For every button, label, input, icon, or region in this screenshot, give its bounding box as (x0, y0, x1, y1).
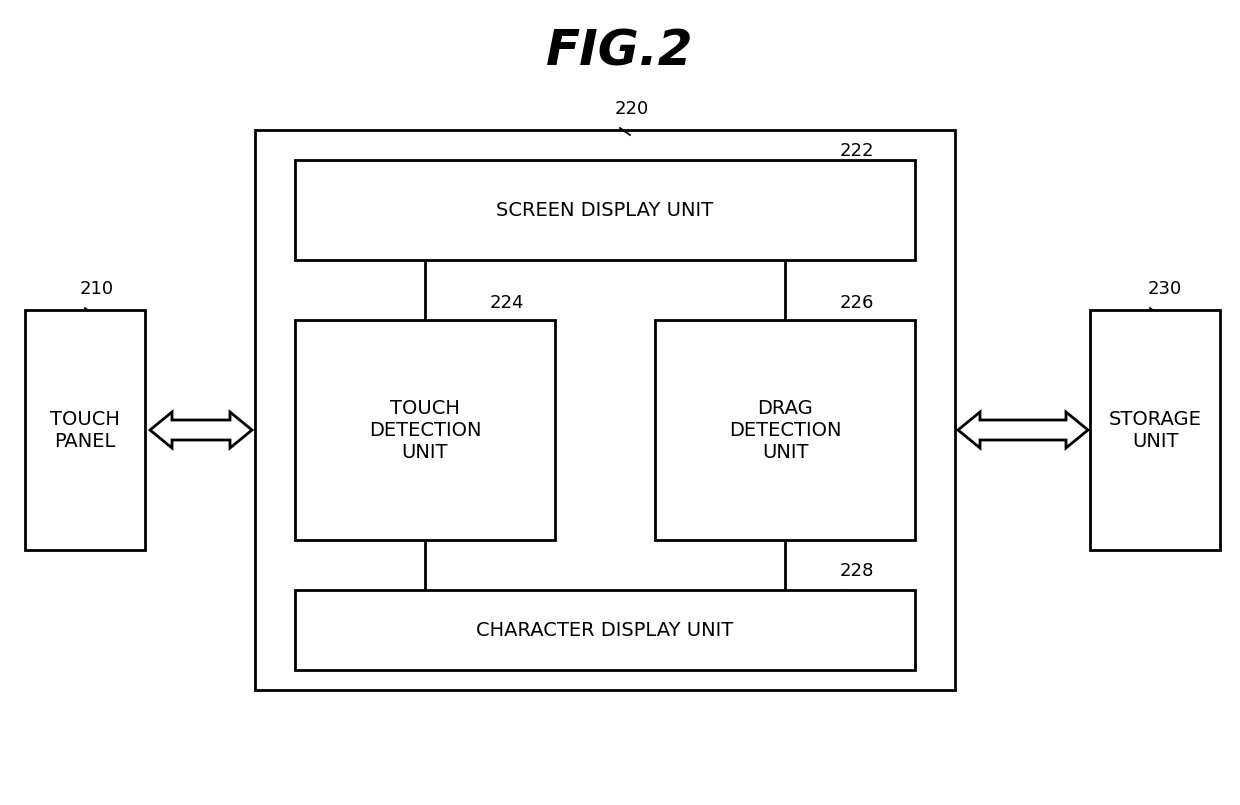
Text: TOUCH
DETECTION
UNIT: TOUCH DETECTION UNIT (368, 398, 481, 461)
Text: STORAGE
UNIT: STORAGE UNIT (1109, 410, 1202, 451)
Text: SCREEN DISPLAY UNIT: SCREEN DISPLAY UNIT (496, 200, 713, 220)
Bar (25, 310, 145, 550)
Text: 230: 230 (1148, 280, 1182, 298)
Text: TOUCH
PANEL: TOUCH PANEL (50, 410, 120, 451)
Text: 224: 224 (490, 294, 525, 312)
Text: 210: 210 (81, 280, 114, 298)
Text: CHARACTER DISPLAY UNIT: CHARACTER DISPLAY UNIT (476, 621, 734, 639)
Bar (255, 130, 955, 690)
Text: DRAG
DETECTION
UNIT: DRAG DETECTION UNIT (729, 398, 841, 461)
Bar (295, 320, 556, 540)
Polygon shape (150, 412, 252, 448)
Text: 226: 226 (839, 294, 874, 312)
Bar (1090, 310, 1220, 550)
Bar (655, 320, 915, 540)
Text: 222: 222 (839, 142, 874, 160)
Bar (295, 590, 915, 670)
Bar (295, 160, 915, 260)
Text: 220: 220 (615, 100, 650, 118)
Text: 228: 228 (839, 562, 874, 580)
Text: FIG.2: FIG.2 (547, 28, 693, 76)
Polygon shape (959, 412, 1087, 448)
